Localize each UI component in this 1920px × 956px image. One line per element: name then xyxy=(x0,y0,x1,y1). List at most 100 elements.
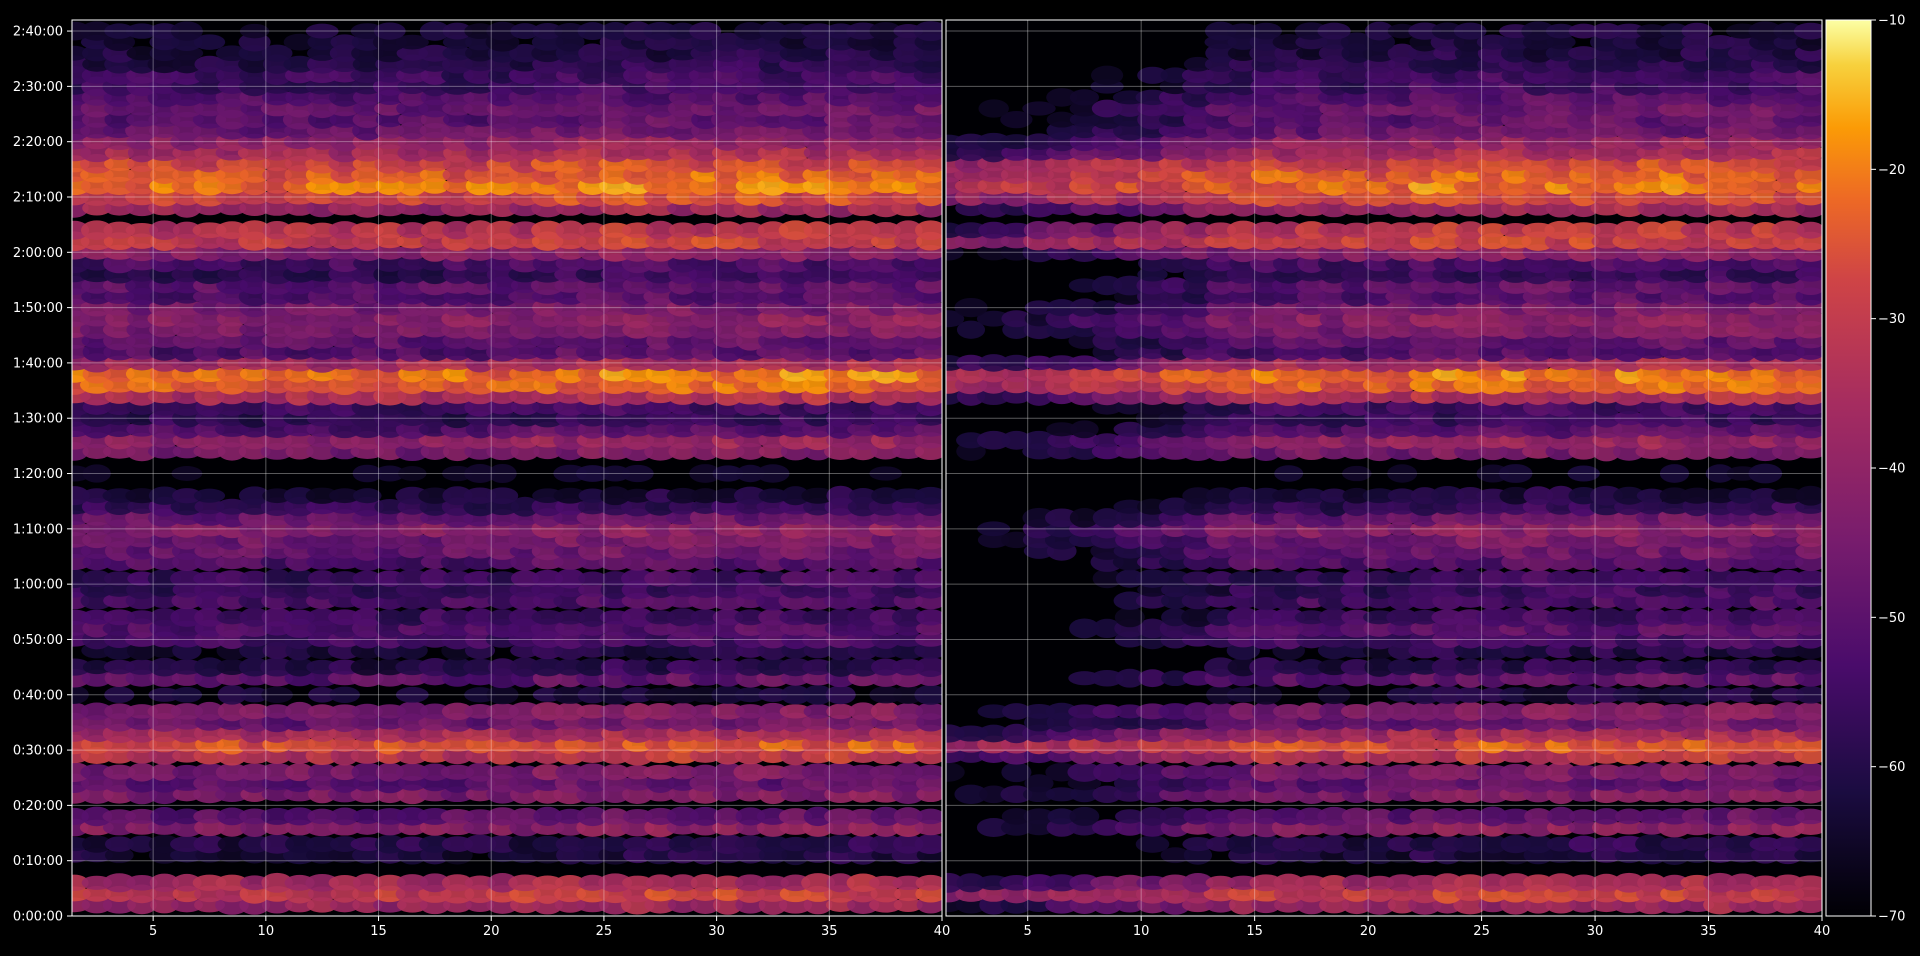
heat-cell xyxy=(871,658,901,676)
heat-cell xyxy=(666,487,699,504)
heat-cell xyxy=(396,807,428,826)
heat-cell xyxy=(756,531,790,549)
heat-cell xyxy=(1749,836,1782,852)
heat-cell xyxy=(374,465,405,482)
heat-cell xyxy=(1023,819,1055,836)
heat-cell xyxy=(81,896,113,914)
heat-cell xyxy=(172,221,201,239)
heat-cell xyxy=(711,277,745,294)
heat-cell xyxy=(283,233,316,249)
heat-cell xyxy=(554,421,586,437)
heat-cell xyxy=(103,221,136,239)
heat-cell xyxy=(576,165,609,184)
heat-cell xyxy=(328,609,362,626)
heat-cell xyxy=(803,703,833,719)
heat-cell xyxy=(891,388,925,404)
heat-cell xyxy=(555,123,585,138)
heat-cell xyxy=(170,659,204,675)
heat-cell xyxy=(644,725,677,742)
heat-cell xyxy=(848,399,878,416)
heat-cell xyxy=(283,33,316,51)
heat-cell xyxy=(554,885,587,903)
heat-cell xyxy=(577,520,608,538)
heat-cell xyxy=(735,571,766,586)
heat-cell xyxy=(329,333,361,348)
heat-cell xyxy=(126,542,158,560)
heat-cell xyxy=(733,630,768,649)
heat-cell xyxy=(869,244,903,260)
heat-cell xyxy=(350,187,384,207)
heat-cell xyxy=(464,123,496,138)
heat-cell xyxy=(1635,834,1669,854)
heat-cell xyxy=(1568,874,1599,892)
heat-cell xyxy=(826,873,855,893)
heat-cell xyxy=(690,886,721,901)
heat-cell xyxy=(442,101,473,116)
heat-cell xyxy=(305,873,339,892)
heat-cell xyxy=(420,387,450,405)
heat-cell xyxy=(171,519,203,538)
heat-cell xyxy=(553,430,588,450)
heat-cell xyxy=(645,220,676,240)
heat-cell xyxy=(599,321,631,338)
heat-cell xyxy=(621,569,655,589)
heat-cell xyxy=(915,657,942,678)
heat-cell xyxy=(465,608,495,627)
heat-cell xyxy=(893,33,924,52)
heat-cell xyxy=(914,568,942,589)
heat-cell xyxy=(216,734,248,755)
heat-cell xyxy=(531,220,565,240)
heat-cell xyxy=(486,377,519,393)
heat-cell xyxy=(801,873,835,893)
heat-cell xyxy=(509,387,541,405)
heat-cell xyxy=(1726,873,1759,893)
heat-cell xyxy=(668,89,697,106)
heat-cell xyxy=(734,874,766,892)
heat-cell xyxy=(893,220,923,240)
heat-cell xyxy=(417,807,452,825)
heat-cell xyxy=(125,23,158,39)
heat-cell xyxy=(487,873,518,893)
heat-cell xyxy=(532,344,563,360)
heat-cell xyxy=(623,21,653,41)
heat-cell xyxy=(848,725,878,742)
heat-cell xyxy=(689,748,722,763)
heat-cell xyxy=(171,388,202,404)
heat-cell xyxy=(375,111,404,128)
heat-cell xyxy=(600,571,630,587)
heat-cell xyxy=(666,46,700,61)
heat-cell xyxy=(1297,762,1326,782)
heat-cell xyxy=(171,724,203,743)
heat-cell xyxy=(418,44,452,62)
heat-cell xyxy=(712,786,744,802)
heat-cell xyxy=(578,607,608,627)
heat-cell xyxy=(870,88,902,107)
heat-cell xyxy=(1703,872,1737,893)
heat-cell xyxy=(442,220,473,240)
heat-cell xyxy=(1001,762,1032,783)
heat-cell xyxy=(643,22,678,41)
heat-cell xyxy=(239,875,270,891)
heat-cell xyxy=(375,510,405,526)
heat-cell xyxy=(104,23,135,39)
heat-cell xyxy=(757,775,789,792)
heat-cell xyxy=(1750,875,1781,891)
heat-cell xyxy=(80,581,114,598)
heat-cell xyxy=(510,765,540,780)
heat-cell xyxy=(350,23,384,39)
heat-cell xyxy=(870,885,901,903)
heat-cell xyxy=(442,465,473,482)
heat-cell xyxy=(712,221,744,240)
heat-cell xyxy=(758,748,788,764)
heat-cell xyxy=(193,488,226,503)
heat-cell xyxy=(622,122,654,139)
heat-cell xyxy=(713,762,743,783)
heat-cell xyxy=(1115,897,1145,913)
heat-cell xyxy=(261,520,293,538)
heat-cell xyxy=(577,156,608,171)
heat-cell xyxy=(373,897,407,913)
heat-cell xyxy=(601,808,630,825)
heat-cell xyxy=(352,321,383,338)
heat-cell xyxy=(352,737,382,752)
heat-cell xyxy=(486,571,519,586)
